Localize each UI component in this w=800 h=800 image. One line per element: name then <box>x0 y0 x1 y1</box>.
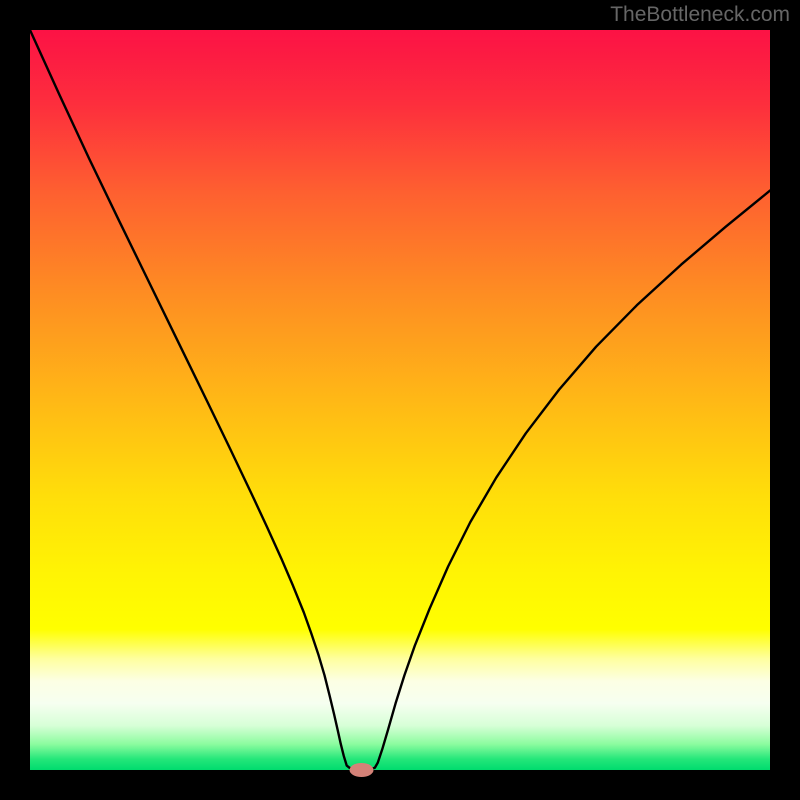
optimum-marker <box>350 763 374 777</box>
plot-background <box>30 30 770 770</box>
bottleneck-chart <box>0 0 800 800</box>
chart-stage: TheBottleneck.com <box>0 0 800 800</box>
